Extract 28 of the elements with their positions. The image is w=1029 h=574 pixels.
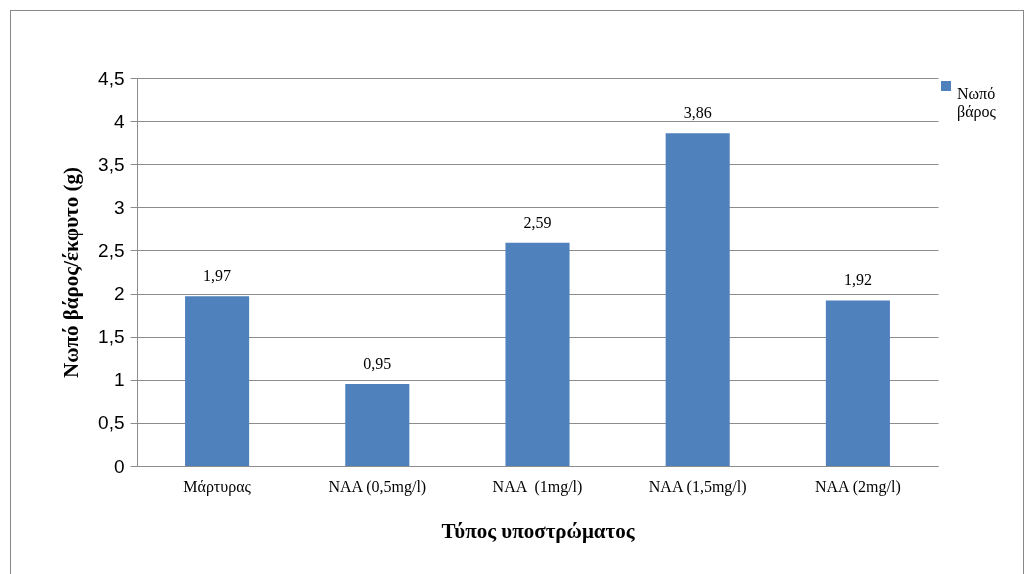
x-tick-label: NAA (0,5mg/l) (328, 477, 427, 496)
y-tick-label: 3,5 (98, 153, 125, 175)
y-tick-label: 1 (113, 369, 125, 391)
x-tick-label: NAA (2mg/l) (815, 477, 901, 496)
data-label: 2,59 (523, 213, 552, 231)
y-tick-label: 3 (113, 196, 125, 218)
bar (345, 384, 410, 466)
y-tick-label: 2,5 (98, 239, 125, 261)
x-axis-title: Τύπος υποστρώματος (441, 518, 636, 543)
data-label: 1,92 (843, 271, 872, 289)
y-axis-title: Νωπό βάρος/έκφυτο (g) (59, 167, 84, 378)
y-tick-label: 1,5 (98, 326, 125, 348)
bar (825, 300, 890, 466)
data-label: 0,95 (363, 355, 392, 373)
x-tick-label: NAA (1mg/l) (492, 477, 583, 496)
x-tick-label: Μάρτυρας (183, 477, 252, 496)
data-label: 3,86 (683, 104, 712, 122)
legend-label: Νωπό βάρος (957, 85, 997, 121)
data-label: 1,97 (203, 267, 232, 285)
y-tick-label: 0,5 (98, 412, 125, 434)
bar (505, 242, 570, 466)
y-tick-label: 2 (113, 283, 125, 305)
bar (185, 296, 250, 466)
bar (665, 133, 730, 466)
x-tick-label: NAA (1,5mg/l) (648, 477, 747, 496)
y-tick-label: 0 (113, 455, 125, 477)
y-tick-label: 4 (113, 110, 125, 132)
y-tick-label: 4,5 (98, 67, 125, 89)
